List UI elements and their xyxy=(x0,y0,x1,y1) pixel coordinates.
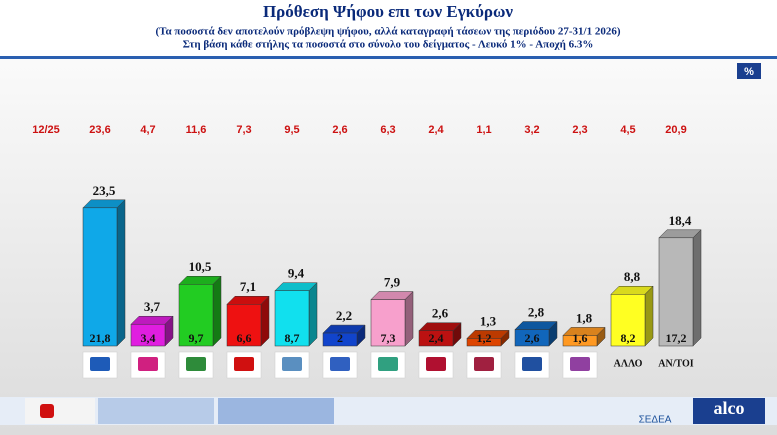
party-logo-mark xyxy=(330,357,350,371)
base-value-label: 7,3 xyxy=(381,331,396,345)
bar-side xyxy=(644,285,654,347)
prev-value-label: 4,7 xyxy=(140,124,155,136)
unit-box xyxy=(737,63,761,79)
base-value-label: 2,4 xyxy=(429,331,444,345)
bar-side xyxy=(116,199,126,347)
prev-value-label: 9,5 xyxy=(284,124,299,136)
footer-segment xyxy=(98,398,214,424)
value-label: 2,8 xyxy=(528,305,545,320)
footer-text: ΣΕΔΕΑ xyxy=(639,415,672,426)
prev-value-label: 20,9 xyxy=(665,124,686,136)
value-label: 1,3 xyxy=(480,313,497,328)
x-tick-label: ΑΛΛΟ xyxy=(614,358,643,369)
party-logo-mark xyxy=(426,357,446,371)
unit-label: % xyxy=(744,66,754,78)
value-label: 10,5 xyxy=(189,259,212,274)
bar-side xyxy=(692,229,702,347)
base-value-label: 3,4 xyxy=(141,331,156,345)
chart-title: Πρόθεση Ψήφου επι των Εγκύρων xyxy=(263,2,513,21)
prev-value-label: 2,6 xyxy=(332,124,347,136)
prev-label: 12/25 xyxy=(32,124,60,136)
bar xyxy=(466,338,502,347)
bar xyxy=(130,323,166,347)
bar xyxy=(82,207,118,347)
base-value-label: 8,2 xyxy=(621,331,636,345)
party-logo-mark xyxy=(378,357,398,371)
party-logo-mark xyxy=(522,357,542,371)
bar xyxy=(178,284,214,347)
party-logo-mark xyxy=(282,357,302,371)
value-label: 18,4 xyxy=(669,213,692,228)
base-value-label: 9,7 xyxy=(189,331,204,345)
x-tick-label: ΑΝ/ΤΟΙ xyxy=(658,358,693,369)
base-value-label: 8,7 xyxy=(285,331,300,345)
chart-subtitle: Στη βάση κάθε στήλης τα ποσοστά στο σύνο… xyxy=(183,39,594,51)
base-value-label: 2 xyxy=(337,331,343,345)
value-label: 2,2 xyxy=(336,308,352,323)
bar xyxy=(370,299,406,347)
party-logo-mark xyxy=(234,357,254,371)
chart-subtitle: (Τα ποσοστά δεν αποτελούν πρόβλεψη ψήφου… xyxy=(155,26,620,38)
bar xyxy=(322,332,358,347)
party-logo-mark xyxy=(474,357,494,371)
base-value-label: 6,6 xyxy=(237,331,252,345)
footer-logo-box xyxy=(693,398,765,424)
bar xyxy=(658,237,694,347)
prev-value-label: 1,1 xyxy=(476,124,491,136)
base-value-label: 2,6 xyxy=(525,331,540,345)
value-label: 7,1 xyxy=(240,279,256,294)
footer-segment xyxy=(218,398,334,424)
prev-value-label: 2,3 xyxy=(572,124,587,136)
value-label: 3,7 xyxy=(144,299,161,314)
value-label: 23,5 xyxy=(93,183,116,198)
prev-value-label: 23,6 xyxy=(89,124,110,136)
base-value-label: 1,6 xyxy=(573,331,588,345)
party-logo-mark xyxy=(570,357,590,371)
bar-side xyxy=(404,290,414,347)
bar xyxy=(562,335,598,347)
prev-value-label: 11,6 xyxy=(186,124,207,136)
footer-logo xyxy=(40,404,54,418)
value-label: 1,8 xyxy=(576,310,593,325)
prev-value-label: 4,5 xyxy=(620,124,635,136)
header-panel xyxy=(0,0,777,58)
base-value-label: 21,8 xyxy=(90,331,111,345)
bar xyxy=(514,329,550,347)
value-label: 2,6 xyxy=(432,306,449,321)
prev-value-label: 6,3 xyxy=(380,124,395,136)
party-logo xyxy=(418,351,454,379)
value-label: 7,9 xyxy=(384,275,401,290)
party-logo-mark xyxy=(138,357,158,371)
prev-value-label: 3,2 xyxy=(524,124,539,136)
value-label: 9,4 xyxy=(288,266,305,281)
bar xyxy=(418,330,454,347)
party-logo-mark xyxy=(90,357,110,371)
bar xyxy=(226,304,262,347)
bar xyxy=(610,294,646,347)
header-rule xyxy=(0,56,777,59)
base-value-label: 17,2 xyxy=(666,331,687,345)
value-label: 8,8 xyxy=(624,269,641,284)
bar-side xyxy=(308,282,318,347)
footer-segment xyxy=(25,398,95,424)
bar-side xyxy=(212,275,222,347)
bar xyxy=(274,290,310,347)
base-value-label: 1,2 xyxy=(477,331,492,345)
prev-value-label: 7,3 xyxy=(236,124,251,136)
prev-value-label: 2,4 xyxy=(428,124,444,136)
footer-text: alco xyxy=(714,398,745,418)
party-logo-mark xyxy=(186,357,206,371)
bar-side xyxy=(260,295,270,347)
